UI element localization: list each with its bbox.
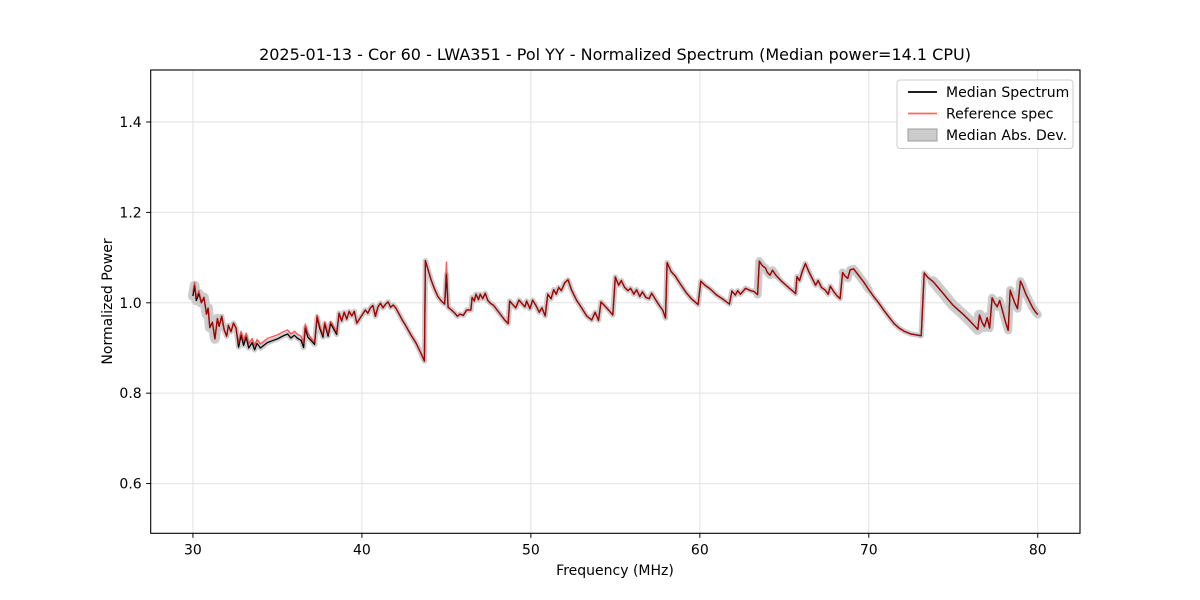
axes-layer xyxy=(146,69,1081,538)
x-tick-label: 30 xyxy=(184,542,202,558)
x-tick-label: 80 xyxy=(1029,542,1047,558)
legend-mad-swatch xyxy=(907,128,938,142)
mad-band-wide-path xyxy=(753,257,780,299)
x-tick-label: 60 xyxy=(691,542,709,558)
x-tick-label: 70 xyxy=(860,542,878,558)
legend-label: Median Abs. Dev. xyxy=(946,128,1067,144)
y-tick-label: 1.0 xyxy=(119,296,141,312)
y-tick-label: 0.8 xyxy=(119,386,141,402)
axes-frame xyxy=(150,69,1081,534)
y-tick-label: 1.4 xyxy=(119,115,141,131)
spectrum-lines xyxy=(192,260,1039,362)
tick-label-layer: 30 40 50 60 70 80 0.6 0.8 1.0 1.2 1.4 xyxy=(119,115,1046,558)
x-tick-label: 50 xyxy=(522,542,540,558)
reference-spec-line xyxy=(192,260,1039,362)
y-tick-label: 0.6 xyxy=(119,477,141,493)
legend-label: Median Spectrum xyxy=(946,85,1069,101)
legend: Median Spectrum Reference spec Median Abs.… xyxy=(896,79,1074,149)
x-tick-label: 40 xyxy=(353,542,371,558)
legend-frame xyxy=(896,79,1074,149)
mad-band-path xyxy=(190,258,1041,364)
legend-label: Reference spec xyxy=(946,107,1053,123)
y-tick-label: 1.2 xyxy=(119,205,141,221)
median-abs-dev-band xyxy=(187,257,1042,364)
chart-title: 2025-01-13 - Cor 60 - LWA351 - Pol YY - … xyxy=(259,45,971,64)
x-axis-label: Frequency (MHz) xyxy=(556,563,674,579)
y-axis-label: Normalized Power xyxy=(100,238,116,364)
